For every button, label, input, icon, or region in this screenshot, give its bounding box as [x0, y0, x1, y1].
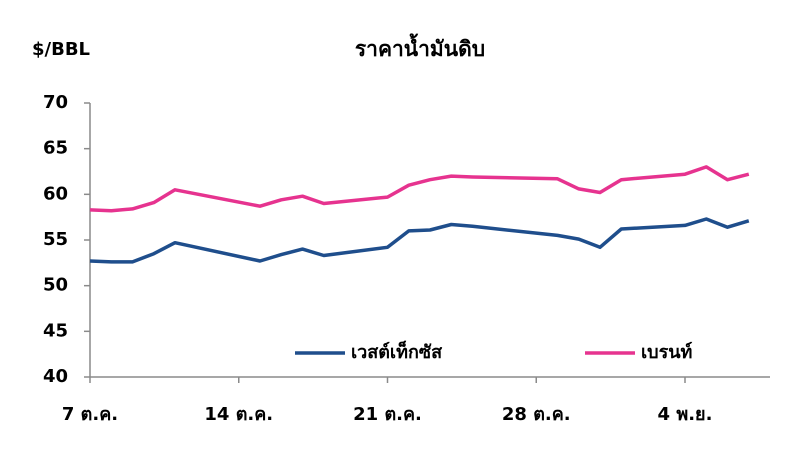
y-axis-label: $/BBL	[32, 39, 90, 60]
chart-title: ราคาน้ำมันดิบ	[355, 33, 485, 61]
x-tick-label: 7 ต.ค.	[62, 404, 118, 425]
legend-label: เบรนท์	[641, 341, 692, 363]
y-tick-label: 55	[43, 229, 68, 250]
y-tick-label: 50	[43, 275, 68, 296]
x-tick-label: 4 พ.ย.	[658, 404, 713, 425]
x-tick-label: 28 ต.ค.	[502, 404, 571, 425]
y-tick-label: 45	[43, 320, 68, 341]
x-tick-label: 21 ต.ค.	[353, 404, 422, 425]
legend-label: เวสต์เท็กซัส	[351, 340, 443, 363]
y-tick-label: 60	[43, 183, 68, 204]
y-tick-label: 40	[43, 366, 68, 387]
y-tick-label: 70	[43, 92, 68, 113]
y-tick-label: 65	[43, 138, 68, 159]
x-tick-label: 14 ต.ค.	[204, 404, 273, 425]
series-line	[89, 165, 750, 213]
series-line	[89, 217, 750, 264]
